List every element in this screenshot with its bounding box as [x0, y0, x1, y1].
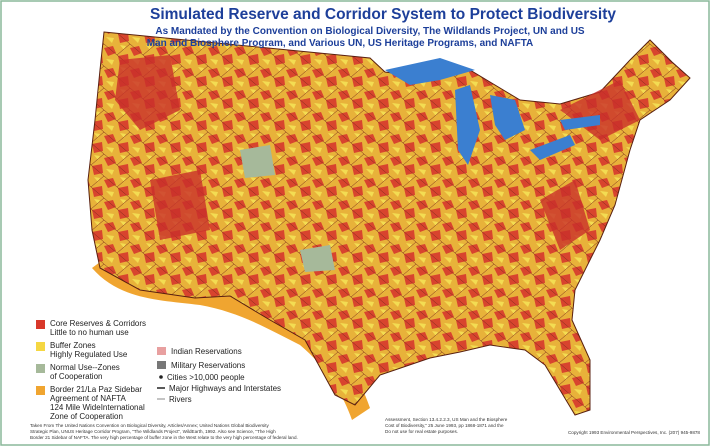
- legend-label: Zone of Cooperation: [50, 412, 123, 421]
- subtitle: Man and Biosphere Program, and Various U…: [147, 38, 534, 49]
- subtitle: As Mandated by the Convention on Biologi…: [155, 26, 585, 37]
- legend-label: 124 Mile WideInternational: [50, 403, 145, 412]
- legend-label: Core Reserves & Corridors: [50, 319, 146, 328]
- legend-label: Agreement of NAFTA: [50, 394, 127, 403]
- legend-swatch: [159, 375, 163, 379]
- legend-label: Major Highways and Interstates: [169, 384, 281, 393]
- legend-label: Border 21/La Paz Sidebar: [50, 385, 142, 394]
- core-reserves: [115, 55, 640, 250]
- legend-swatch: [157, 361, 166, 369]
- legend-swatch: [36, 364, 45, 373]
- footer-text: Strategic Plan, UNUS Heritage Corridor P…: [30, 429, 276, 434]
- legend-label: Normal Use--Zones: [50, 363, 120, 372]
- normal-use: [240, 145, 335, 272]
- legend-label: of Cooperation: [50, 372, 102, 381]
- legend-label: Buffer Zones: [50, 341, 96, 350]
- great-lakes: [385, 58, 600, 165]
- legend-swatch: [36, 386, 45, 395]
- footer-text: Cost of Biodiversity," 25 June 1993, pp …: [385, 423, 504, 428]
- legend-swatch: [36, 320, 45, 329]
- us-map: [87, 31, 691, 416]
- footer-text: Assessment, Section 13.4.2.2.3, US Man a…: [385, 417, 508, 422]
- footer-text: Do not use for real estate purposes.: [385, 429, 458, 434]
- title: Simulated Reserve and Corridor System to…: [150, 6, 616, 23]
- legend-label: Little to no human use: [50, 328, 129, 337]
- legend-label: Cities >10,000 people: [167, 373, 245, 382]
- footer-text: Border 21 Sidebar of NAFTA. The very hig…: [30, 435, 298, 440]
- legend-label: Military Reservations: [171, 361, 245, 370]
- legend-label: Highly Regulated Use: [50, 350, 128, 359]
- footer-text: Taken From The United Nations Convention…: [30, 423, 270, 428]
- legend-swatch: [36, 342, 45, 351]
- legend-swatch: [157, 347, 166, 355]
- legend-label: Indian Reservations: [171, 347, 242, 356]
- legend-label: Rivers: [169, 395, 192, 404]
- copyright: Copyright 1993 Environmental Perspective…: [568, 430, 700, 435]
